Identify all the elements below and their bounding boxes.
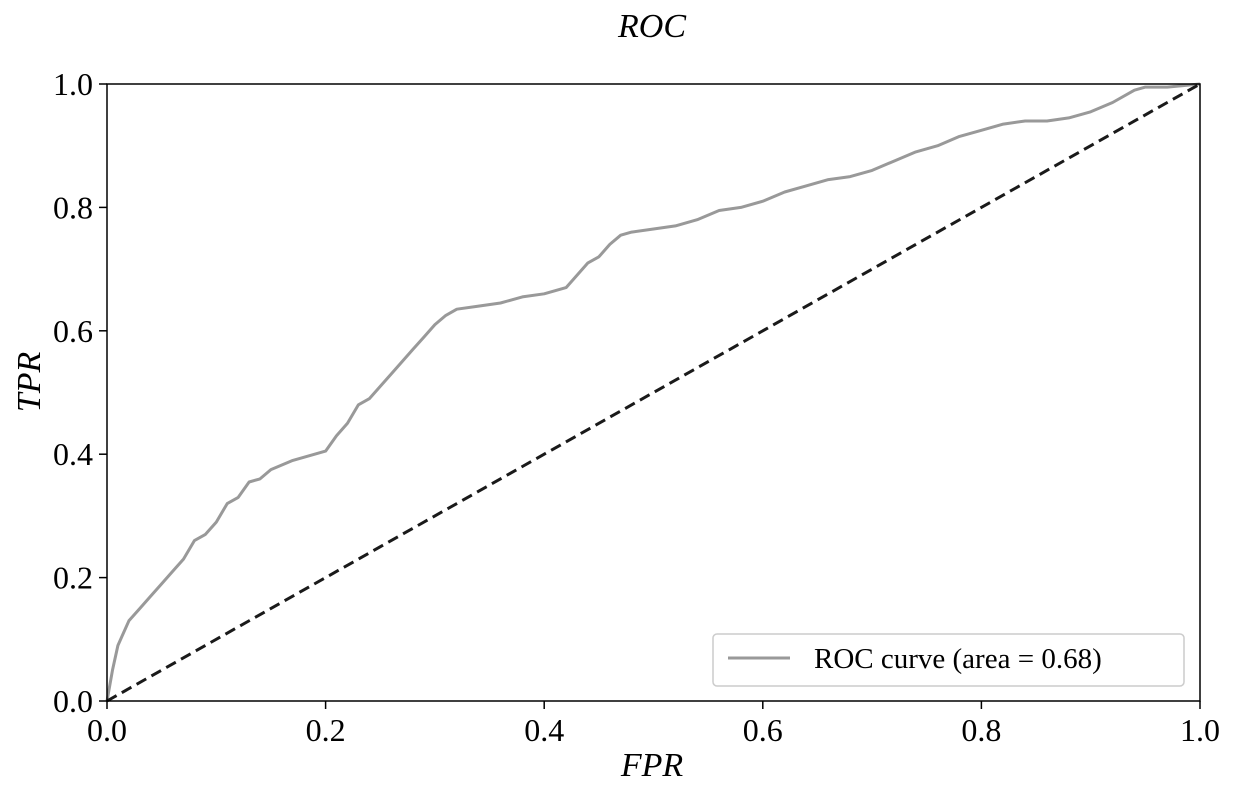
x-tick-label: 0.0 (87, 712, 127, 748)
chart-title: ROC (617, 8, 686, 45)
y-axis-ticks: 0.0 0.2 0.4 0.6 0.8 1.0 (53, 66, 107, 719)
y-tick-label: 0.8 (53, 189, 93, 225)
legend-label-roc: ROC curve (area = 0.68) (814, 643, 1102, 675)
roc-curve-line (105, 82, 1201, 702)
y-tick-label: 0.2 (53, 560, 93, 596)
y-tick-label: 0.6 (53, 313, 93, 349)
plot-frame (106, 83, 1201, 702)
y-axis-title: TPR (11, 352, 48, 413)
x-axis-title: FPR (620, 747, 684, 784)
x-axis-ticks: 0.0 0.2 0.4 0.6 0.8 1.0 (87, 701, 1220, 748)
legend-box (712, 633, 1185, 687)
legend: ROC curve (area = 0.68) (712, 633, 1185, 687)
x-tick-label: 0.4 (524, 712, 564, 748)
plot-area (105, 82, 1201, 703)
x-tick-label: 0.8 (961, 712, 1001, 748)
x-tick-label: 0.2 (306, 712, 346, 748)
x-tick-label: 0.6 (743, 712, 783, 748)
chance-diagonal-line (106, 82, 1201, 703)
y-tick-label: 0.4 (53, 436, 93, 472)
y-tick-label: 0.0 (53, 683, 93, 719)
x-tick-label: 1.0 (1180, 712, 1220, 748)
y-tick-label: 1.0 (53, 66, 93, 102)
